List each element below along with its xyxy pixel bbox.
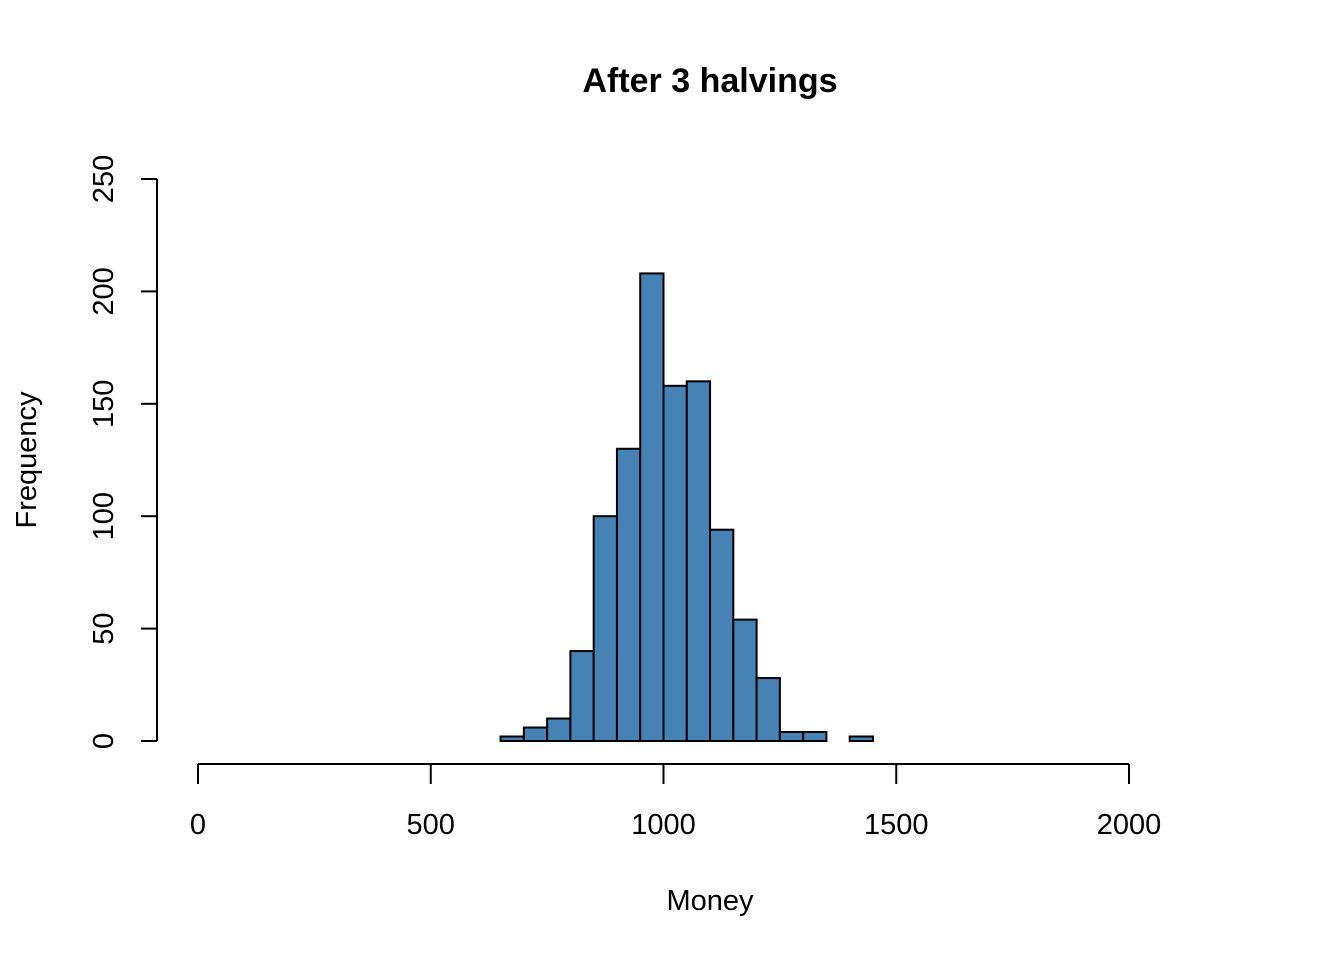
chart-title: After 3 halvings (582, 62, 837, 100)
histogram-bar (569, 650, 595, 743)
y-tick-label: 150 (88, 380, 120, 428)
histogram-bar (755, 677, 781, 743)
y-axis-label: Frequency (11, 391, 43, 529)
y-axis: 0 50 100 150 200 250 (88, 155, 158, 749)
histogram-bar (522, 726, 549, 743)
histogram-bar (592, 515, 618, 743)
y-tick-label: 250 (88, 155, 120, 203)
y-tick-label: 50 (88, 612, 120, 644)
histogram-bar (685, 380, 712, 742)
histogram-bar (615, 447, 642, 742)
histogram-bar (662, 384, 688, 742)
x-tick-label: 500 (407, 809, 455, 841)
y-tick-label: 0 (88, 733, 120, 749)
bars-group (499, 272, 874, 743)
histogram-bar (732, 618, 758, 742)
histogram-bar (546, 717, 572, 743)
x-tick-label: 1500 (864, 809, 929, 841)
x-tick-label: 2000 (1097, 809, 1162, 841)
x-axis-label: Money (666, 885, 754, 917)
histogram-bar (848, 735, 874, 743)
histogram-bar (802, 731, 828, 742)
y-tick-label: 100 (88, 492, 120, 540)
histogram-bar (499, 735, 525, 743)
x-tick-label: 0 (190, 809, 206, 841)
x-tick-label: 1000 (631, 809, 696, 841)
y-tick-label: 200 (88, 267, 120, 315)
histogram-bar (778, 731, 805, 742)
histogram-bar (639, 272, 665, 742)
histogram-bar (709, 528, 735, 742)
x-axis: 0 500 1000 1500 2000 (190, 763, 1162, 841)
